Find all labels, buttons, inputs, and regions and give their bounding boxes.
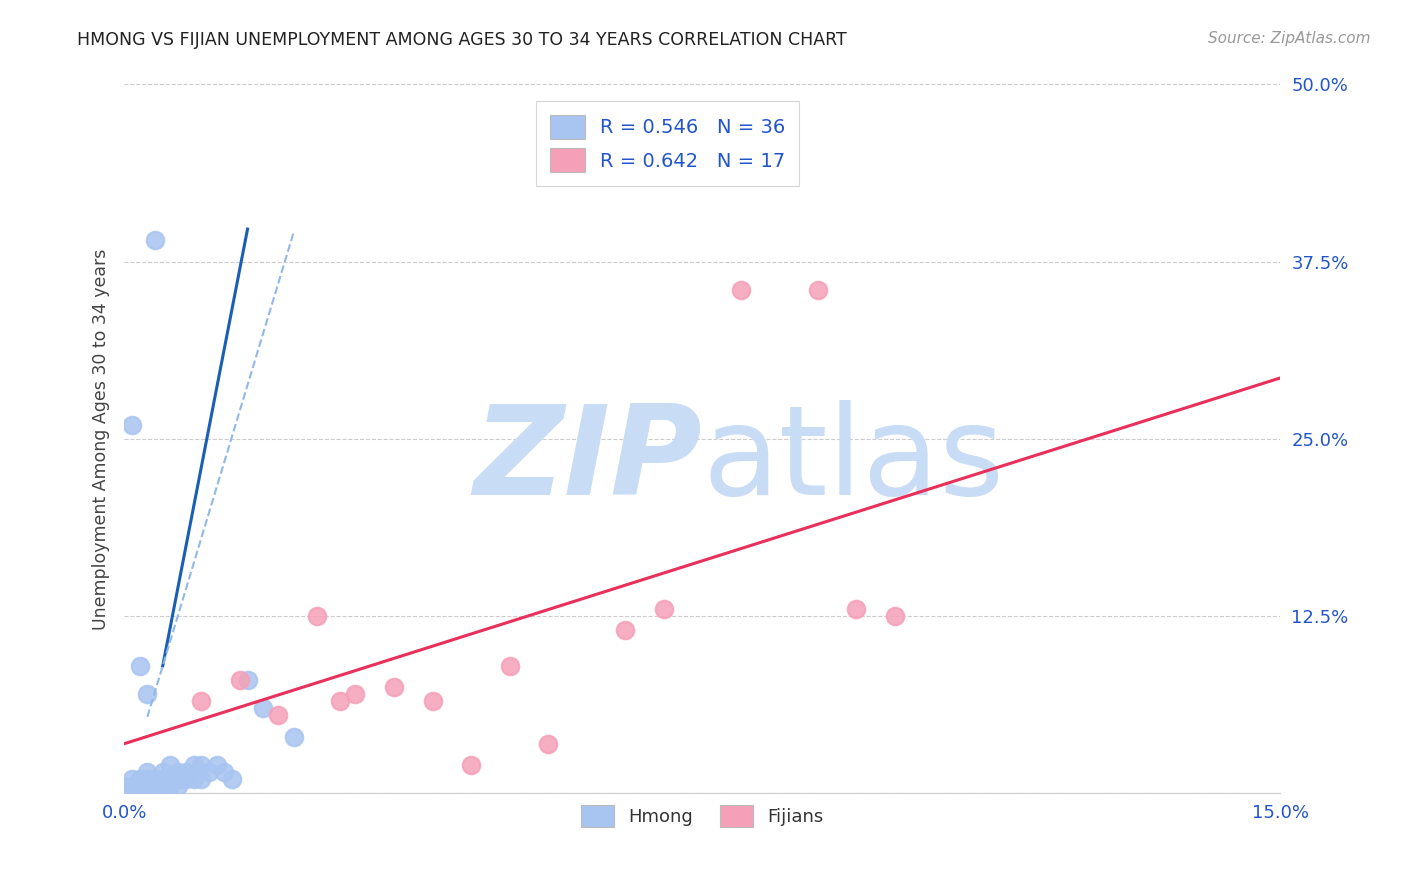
Point xyxy=(159,779,181,793)
Point xyxy=(167,765,190,780)
Point xyxy=(128,779,150,793)
Point xyxy=(614,624,637,638)
Point xyxy=(198,765,221,780)
Point xyxy=(422,694,444,708)
Text: atlas: atlas xyxy=(702,400,1004,521)
Point xyxy=(121,779,143,793)
Point xyxy=(112,779,135,793)
Point xyxy=(174,765,197,780)
Point xyxy=(205,758,228,772)
Point xyxy=(183,772,205,787)
Point xyxy=(498,658,520,673)
Point xyxy=(152,779,174,793)
Text: ZIP: ZIP xyxy=(474,400,702,521)
Point xyxy=(236,673,259,687)
Point xyxy=(252,701,274,715)
Point xyxy=(174,772,197,787)
Point xyxy=(845,602,868,616)
Point xyxy=(136,765,159,780)
Point xyxy=(329,694,352,708)
Point xyxy=(190,758,212,772)
Point xyxy=(807,283,830,297)
Point xyxy=(460,758,482,772)
Point xyxy=(652,602,675,616)
Point xyxy=(344,687,367,701)
Point xyxy=(214,765,236,780)
Point xyxy=(190,694,212,708)
Point xyxy=(229,673,252,687)
Point xyxy=(183,758,205,772)
Point xyxy=(136,772,159,787)
Y-axis label: Unemployment Among Ages 30 to 34 years: Unemployment Among Ages 30 to 34 years xyxy=(93,248,110,630)
Point xyxy=(136,687,159,701)
Point xyxy=(128,772,150,787)
Point xyxy=(159,772,181,787)
Point xyxy=(382,680,405,694)
Point xyxy=(121,417,143,432)
Point xyxy=(884,609,907,624)
Text: HMONG VS FIJIAN UNEMPLOYMENT AMONG AGES 30 TO 34 YEARS CORRELATION CHART: HMONG VS FIJIAN UNEMPLOYMENT AMONG AGES … xyxy=(77,31,846,49)
Point xyxy=(152,772,174,787)
Point xyxy=(128,658,150,673)
Text: Source: ZipAtlas.com: Source: ZipAtlas.com xyxy=(1208,31,1371,46)
Legend: Hmong, Fijians: Hmong, Fijians xyxy=(574,797,831,834)
Point xyxy=(143,779,166,793)
Point xyxy=(121,772,143,787)
Point xyxy=(167,772,190,787)
Point xyxy=(159,758,181,772)
Point xyxy=(143,772,166,787)
Point xyxy=(305,609,328,624)
Point xyxy=(283,730,305,744)
Point xyxy=(190,772,212,787)
Point xyxy=(143,234,166,248)
Point xyxy=(221,772,243,787)
Point xyxy=(267,708,290,723)
Point xyxy=(537,737,560,751)
Point xyxy=(152,765,174,780)
Point xyxy=(136,779,159,793)
Point xyxy=(730,283,752,297)
Point xyxy=(167,779,190,793)
